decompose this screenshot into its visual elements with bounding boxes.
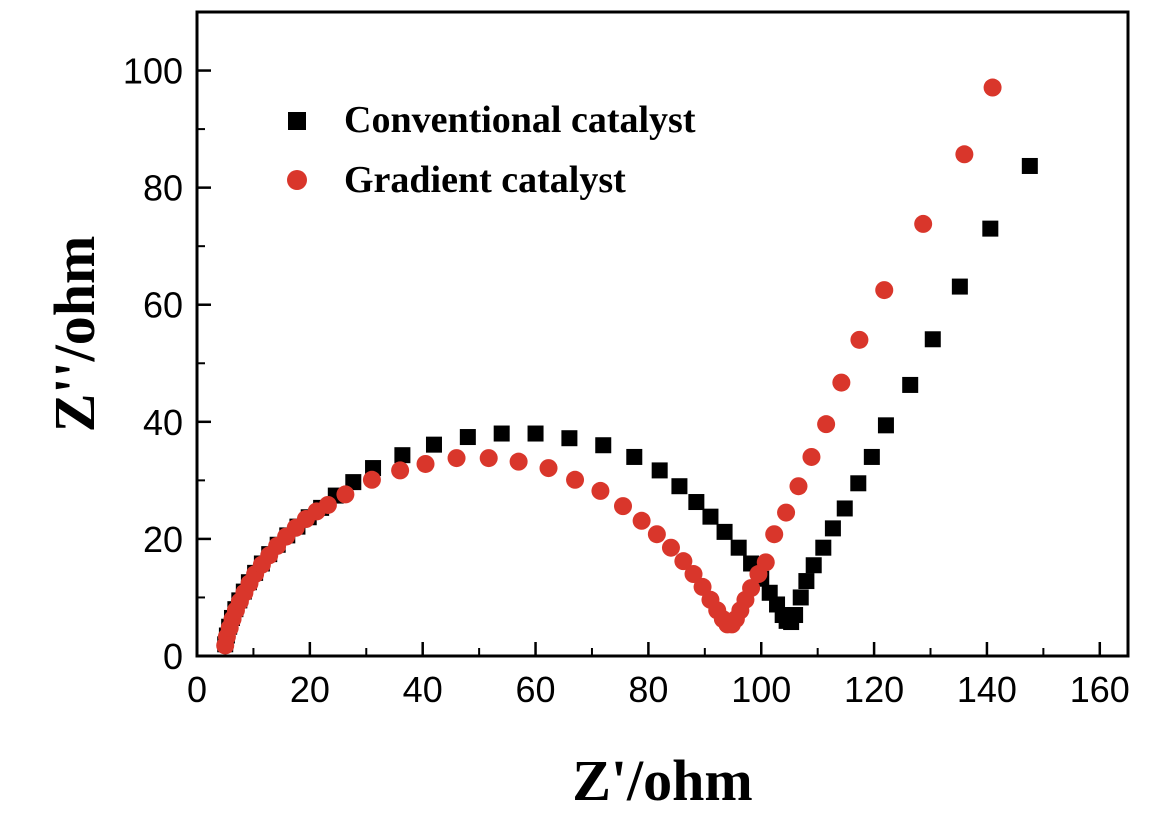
data-point-circle xyxy=(509,452,528,471)
data-point-square xyxy=(824,520,841,537)
data-point-circle xyxy=(566,470,585,489)
x-tick-label: 20 xyxy=(290,669,330,710)
x-tick-label: 0 xyxy=(187,669,207,710)
data-point-square xyxy=(805,557,822,574)
data-point-circle xyxy=(983,78,1002,97)
y-tick-label: 80 xyxy=(143,168,183,209)
data-point-circle xyxy=(614,497,633,516)
legend-label-gradient-catalyst: Gradient catalyst xyxy=(344,159,626,201)
ticks-layer: 0 20 40 60 80 100 120 140 160 0 20 40 60 80 100 xyxy=(123,51,1130,710)
data-point-circle xyxy=(447,449,466,468)
data-point-circle xyxy=(391,461,410,480)
data-point-circle xyxy=(693,577,712,596)
data-point-circle xyxy=(684,565,703,584)
x-axis-title: Z'/ohm xyxy=(572,748,753,813)
data-point-circle xyxy=(832,373,851,392)
x-tick-label: 40 xyxy=(403,669,443,710)
x-tick-label: 120 xyxy=(844,669,904,710)
legend-marker-gradient-catalyst xyxy=(287,170,307,190)
data-point-square xyxy=(459,429,476,446)
series-layer xyxy=(216,78,1038,655)
data-point-square xyxy=(815,539,832,556)
data-point-square xyxy=(902,376,919,393)
data-point-circle xyxy=(777,503,796,522)
data-point-square xyxy=(836,500,853,517)
data-point-square xyxy=(951,278,968,295)
series-gradient-catalyst xyxy=(216,78,1002,655)
legend-marker-conventional-catalyst xyxy=(288,112,306,130)
plot-frame-layer xyxy=(195,10,1130,658)
y-tick-label: 0 xyxy=(163,636,183,677)
plot-frame xyxy=(195,10,1130,658)
x-tick-label: 100 xyxy=(731,669,791,710)
data-point-circle xyxy=(416,454,435,473)
y-tick-label: 20 xyxy=(143,519,183,560)
data-point-circle xyxy=(479,449,498,468)
data-point-square xyxy=(798,573,815,590)
legend-label-conventional-catalyst: Conventional catalyst xyxy=(344,99,696,141)
data-point-square xyxy=(493,425,510,442)
data-point-circle xyxy=(802,447,821,466)
legend: Conventional catalyst Gradient catalyst xyxy=(287,99,696,201)
y-tick-label: 100 xyxy=(123,51,183,92)
data-point-circle xyxy=(539,459,558,478)
x-tick-label: 140 xyxy=(957,669,1017,710)
data-point-circle xyxy=(850,330,869,349)
data-point-square xyxy=(787,607,804,624)
data-point-square xyxy=(982,220,999,237)
data-point-square xyxy=(595,437,612,454)
data-point-circle xyxy=(756,553,775,572)
x-tick-label: 60 xyxy=(516,669,556,710)
data-point-circle xyxy=(336,485,355,504)
data-point-square xyxy=(702,508,719,525)
data-point-square xyxy=(626,448,643,465)
x-tick-label: 80 xyxy=(628,669,668,710)
data-point-circle xyxy=(875,281,894,300)
y-tick-label: 60 xyxy=(143,285,183,326)
data-point-square xyxy=(1021,157,1038,174)
data-point-circle xyxy=(955,145,974,164)
data-point-circle xyxy=(632,511,651,530)
data-point-circle xyxy=(591,481,610,500)
x-tick-label: 160 xyxy=(1070,669,1130,710)
data-point-circle xyxy=(765,525,784,544)
data-point-circle xyxy=(318,495,337,514)
data-point-square xyxy=(671,478,688,495)
data-point-circle xyxy=(914,214,933,233)
data-point-circle xyxy=(817,415,836,434)
data-point-circle xyxy=(362,470,381,489)
data-point-square xyxy=(561,430,578,447)
data-point-square xyxy=(425,436,442,453)
data-point-square xyxy=(924,331,941,348)
data-point-circle xyxy=(661,538,680,557)
data-point-square xyxy=(394,447,411,464)
data-point-square xyxy=(863,448,880,465)
data-point-square xyxy=(688,494,705,511)
data-point-square xyxy=(716,523,733,540)
series-conventional-catalyst xyxy=(217,157,1038,653)
y-tick-label: 40 xyxy=(143,402,183,443)
data-point-square xyxy=(792,589,809,606)
data-point-square xyxy=(850,475,867,492)
data-point-square xyxy=(730,539,747,556)
data-point-square xyxy=(651,462,668,479)
data-point-square xyxy=(877,417,894,434)
data-point-circle xyxy=(647,525,666,544)
data-point-circle xyxy=(789,477,808,496)
y-axis-title: Z''/ohm xyxy=(42,236,107,433)
data-point-square xyxy=(345,474,362,491)
data-point-square xyxy=(527,425,544,442)
data-point-circle xyxy=(742,579,761,598)
data-point-circle xyxy=(674,552,693,571)
